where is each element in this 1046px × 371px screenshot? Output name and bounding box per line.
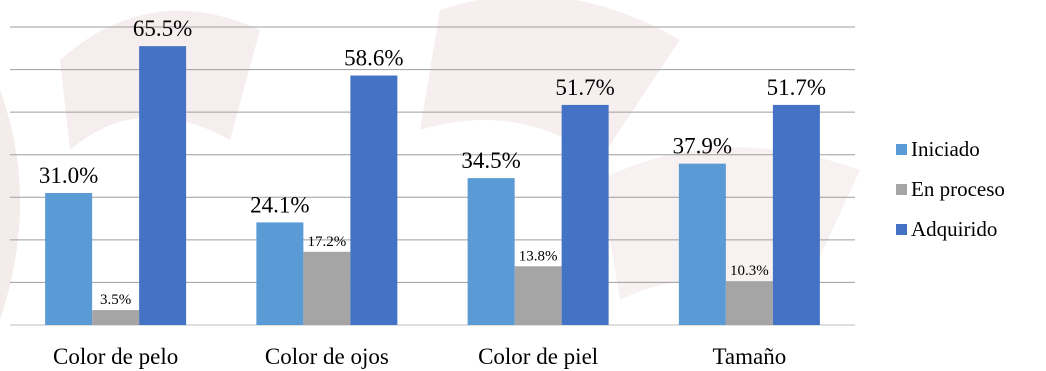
data-label: 58.6%	[344, 46, 403, 71]
data-label: 51.7%	[555, 75, 614, 100]
legend-item-adquirido: Adquirido	[896, 216, 1005, 242]
data-label: 3.5%	[100, 292, 131, 308]
legend-swatch-iniciado	[896, 143, 907, 155]
data-label: 10.3%	[730, 263, 769, 279]
legend-item-iniciado: Iniciado	[896, 136, 1005, 162]
category-label: Color de piel	[478, 344, 598, 369]
data-label: 37.9%	[673, 134, 732, 159]
legend-label: En proceso	[911, 176, 1005, 201]
legend: Iniciado En proceso Adquirido	[896, 136, 1005, 242]
bar-en-proceso	[514, 266, 562, 325]
bar-iniciado	[467, 178, 515, 325]
bar-iniciado	[678, 163, 726, 325]
bar-iniciado	[256, 222, 304, 325]
bar-adquirido	[350, 75, 398, 325]
legend-swatch-en-proceso	[896, 183, 907, 195]
bar-adquirido	[561, 104, 609, 325]
legend-swatch-adquirido	[896, 223, 907, 235]
category-label: Tamaño	[712, 344, 786, 369]
data-label: 24.1%	[250, 192, 309, 217]
bar-iniciado	[45, 193, 93, 325]
legend-label: Adquirido	[911, 216, 998, 241]
category-labels: Color de pelo Color de ojos Color de piel T…	[53, 344, 786, 369]
data-label: 17.2%	[308, 234, 347, 250]
bars	[45, 46, 820, 326]
data-label: 34.5%	[461, 148, 520, 173]
bar-en-proceso	[92, 310, 140, 325]
legend-label: Iniciado	[911, 136, 980, 161]
bar-en-proceso	[725, 281, 773, 325]
gridlines	[10, 26, 855, 326]
bar-adquirido	[772, 104, 820, 325]
bar-en-proceso	[303, 251, 351, 325]
category-label: Color de pelo	[53, 344, 178, 369]
data-label: 51.7%	[767, 75, 826, 100]
category-label: Color de ojos	[265, 344, 389, 369]
data-label: 13.8%	[519, 248, 558, 264]
data-label: 31.0%	[39, 163, 98, 188]
data-label: 65.5%	[133, 16, 192, 41]
legend-item-en-proceso: En proceso	[896, 176, 1005, 202]
data-labels: 31.0% 3.5% 65.5% 24.1% 17.2% 58.6% 34.5% 13.8% 5…	[39, 16, 826, 308]
bar-adquirido	[139, 46, 187, 326]
